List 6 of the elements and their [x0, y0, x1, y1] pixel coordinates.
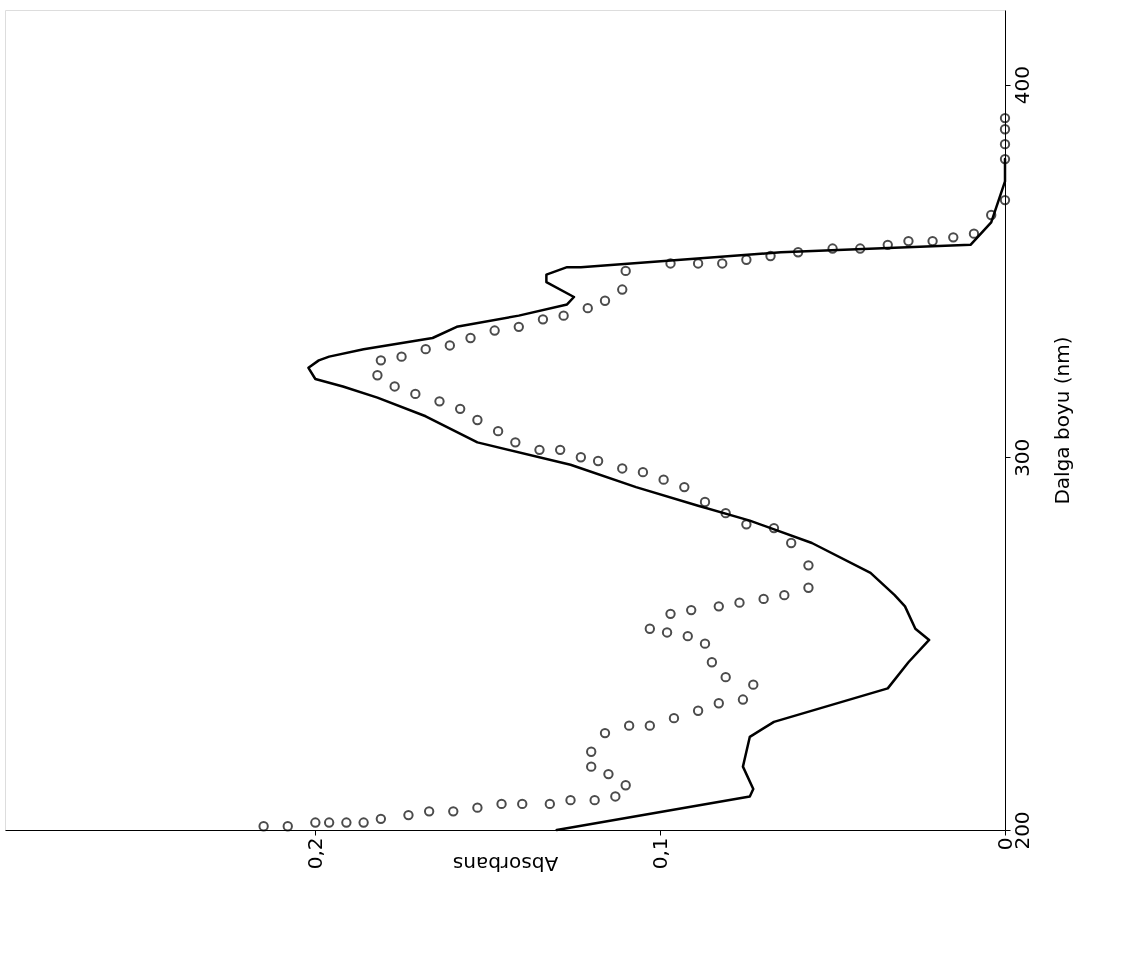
x-tick-label: 0,1	[647, 837, 672, 870]
x-tick-label: 0,2	[302, 837, 327, 870]
y-axis-title: Dalga boyu (nm)	[1049, 336, 1074, 505]
y-tick-label: 400	[1009, 65, 1034, 105]
x-axis-title: Absorbans	[452, 852, 559, 877]
y-tick-label: 300	[1009, 438, 1034, 477]
